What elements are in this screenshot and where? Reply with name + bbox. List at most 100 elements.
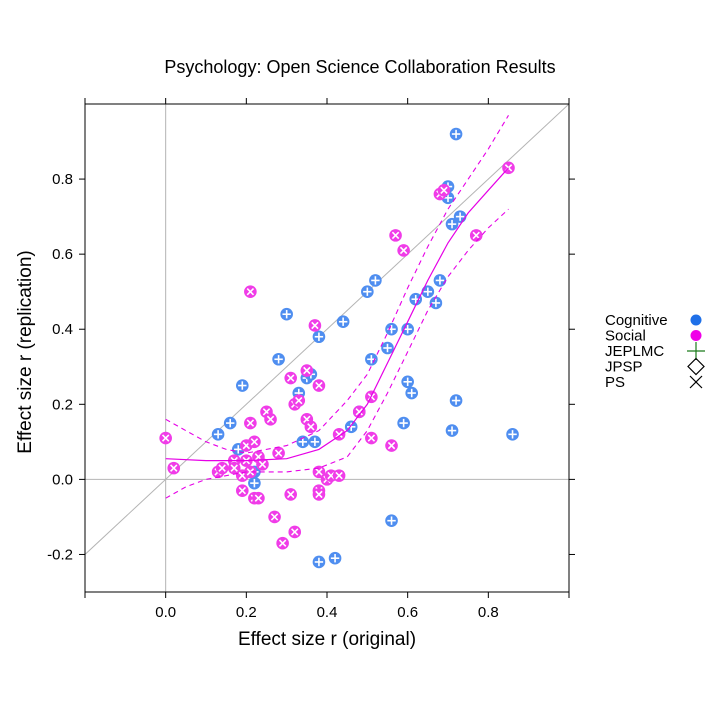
cognitive-point [445, 217, 459, 231]
cognitive-point [397, 416, 410, 430]
legend-label: PS [605, 374, 625, 391]
identity-line [85, 104, 569, 555]
cognitive-point [381, 341, 394, 355]
social-point [244, 416, 257, 430]
social-point [332, 469, 346, 482]
cognitive-point [369, 274, 382, 287]
social-point [268, 510, 281, 524]
cognitive-point [365, 352, 378, 366]
fit-line [165, 167, 509, 462]
fit-upper-band [165, 115, 509, 454]
cognitive-point [296, 435, 310, 449]
x-tick-label: 0.2 [236, 604, 257, 621]
social-point [248, 435, 261, 449]
social-point [469, 229, 483, 242]
legend-label: Social [605, 328, 646, 345]
y-axis-label: Effect size r (replication) [15, 250, 36, 453]
plot-inner [85, 104, 569, 592]
cognitive-point [312, 330, 326, 344]
social-point [272, 446, 285, 460]
social-point [227, 461, 241, 475]
x-tick-label: 0.0 [155, 604, 176, 621]
y-tick-label: 0.8 [52, 171, 73, 188]
fit-lower-band [165, 208, 509, 499]
social-point [437, 184, 451, 197]
social-point [389, 229, 402, 242]
y-tick-label: 0.2 [52, 396, 73, 413]
legend-label: JPSP [605, 359, 643, 376]
x-tick-label: 0.6 [397, 604, 418, 621]
cognitive-point [385, 322, 398, 336]
social-point [236, 484, 249, 497]
cross-legend-icon [689, 375, 703, 389]
cognitive-legend-icon [690, 314, 702, 326]
cognitive-point [223, 416, 237, 430]
social-point [308, 319, 322, 332]
cognitive-point [272, 352, 285, 366]
legend-item: JEPLMC [605, 342, 705, 360]
plot-frame [84, 103, 570, 593]
cognitive-point [248, 476, 261, 490]
legend-label: JEPLMC [605, 343, 664, 360]
cognitive-point [361, 285, 374, 298]
cognitive-point [453, 210, 467, 223]
social-point [352, 405, 366, 419]
social-point [284, 488, 298, 501]
social-point [292, 394, 306, 407]
social-point [385, 439, 398, 452]
social-point [312, 488, 326, 501]
cognitive-point [506, 428, 519, 441]
cognitive-point [433, 274, 447, 287]
social-point [244, 465, 257, 479]
cognitive-point [445, 424, 459, 437]
legend-item: Social [605, 328, 702, 345]
y-tick-label: -0.2 [47, 546, 73, 563]
y-tick-label: 0.0 [52, 471, 73, 488]
social-point [264, 413, 277, 426]
y-tick-label: 0.6 [52, 246, 73, 263]
legend-item: Cognitive [605, 312, 702, 329]
plot-area: 0.0 0.2 0.4 0.6 0.8 -0.2 0.0 0.2 0.4 0.6 0.8 [47, 98, 575, 621]
cognitive-point [385, 514, 398, 527]
cognitive-point [405, 386, 419, 400]
x-tick-label: 0.4 [317, 604, 338, 621]
cognitive-point [401, 375, 414, 389]
social-point [252, 491, 265, 505]
cognitive-point [280, 307, 293, 321]
cognitive-point [308, 435, 322, 449]
cognitive-point [401, 322, 414, 336]
social-point [288, 525, 302, 539]
social-point [244, 285, 257, 298]
social-point [256, 458, 269, 471]
y-tick-label: 0.4 [52, 321, 73, 338]
legend-label: Cognitive [605, 312, 668, 329]
cognitive-point [211, 428, 225, 441]
cognitive-point [449, 394, 463, 407]
cognitive-point [449, 127, 463, 141]
social-point [365, 431, 378, 445]
chart-title: Psychology: Open Science Collaboration R… [164, 57, 555, 77]
social-point [284, 371, 298, 385]
diamond-legend-icon [687, 357, 705, 376]
cognitive-point [421, 285, 435, 298]
social-legend-icon [690, 330, 702, 341]
x-tick-label: 0.8 [478, 604, 499, 621]
social-point [215, 461, 229, 475]
cognitive-point [336, 315, 350, 329]
social-point [167, 461, 181, 475]
legend-item: JPSP [605, 357, 705, 376]
cognitive-point [312, 555, 326, 569]
cognitive-point [429, 296, 443, 310]
cognitive-point [328, 551, 342, 565]
social-point [300, 364, 314, 377]
social-point [276, 536, 289, 550]
cognitive-point [236, 379, 249, 392]
x-axis-label: Effect size r (original) [238, 629, 416, 650]
social-point [312, 379, 326, 392]
legend-item: PS [605, 374, 703, 391]
social-point [397, 244, 410, 257]
social-point [304, 420, 318, 434]
social-point [159, 431, 172, 445]
